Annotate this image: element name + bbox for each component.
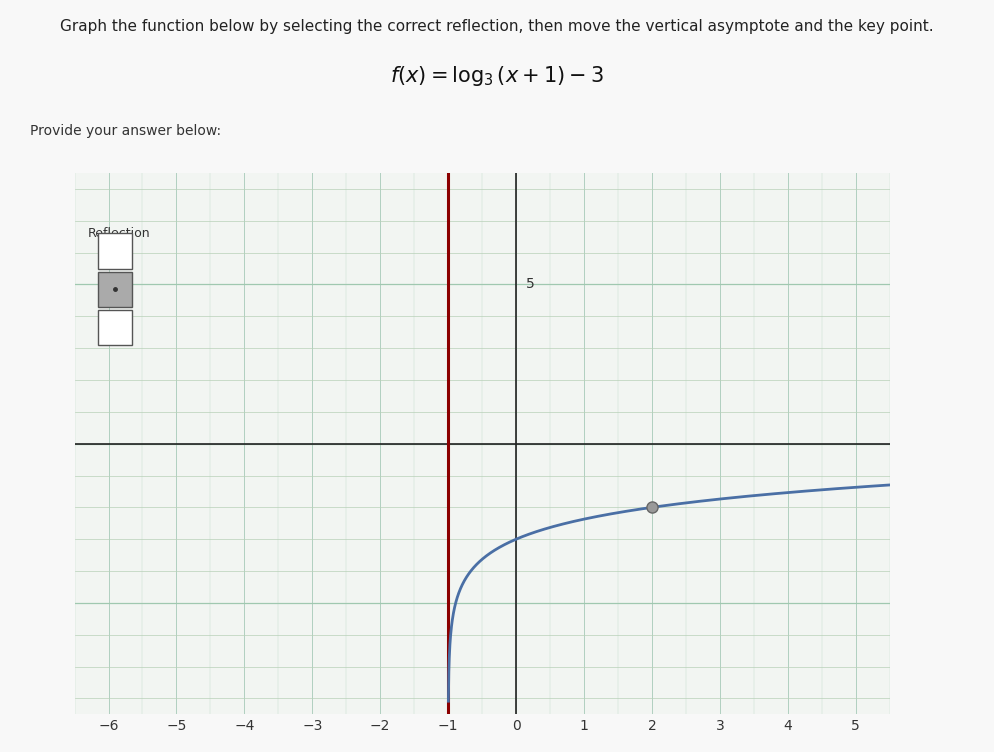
Bar <box>98 271 132 307</box>
Text: Graph the function below by selecting the correct reflection, then move the vert: Graph the function below by selecting th… <box>61 19 933 34</box>
Text: $f(x) = \log_3\left(x + 1\right) - 3$: $f(x) = \log_3\left(x + 1\right) - 3$ <box>390 64 604 88</box>
Text: Provide your answer below:: Provide your answer below: <box>30 124 221 138</box>
Bar <box>98 233 132 268</box>
Bar <box>98 310 132 345</box>
Text: 5: 5 <box>526 277 535 292</box>
Text: Reflection: Reflection <box>88 227 151 240</box>
